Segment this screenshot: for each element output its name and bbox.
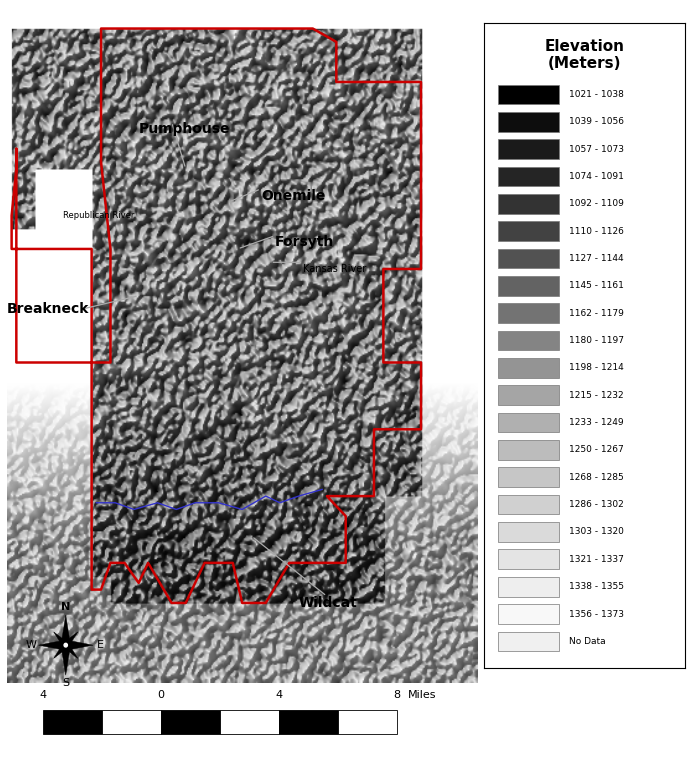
Text: 1021 - 1038: 1021 - 1038 xyxy=(569,90,623,99)
Text: 1198 - 1214: 1198 - 1214 xyxy=(569,364,623,373)
Bar xyxy=(498,112,558,132)
Text: Breakneck: Breakneck xyxy=(7,302,89,316)
Bar xyxy=(161,710,220,735)
Polygon shape xyxy=(64,631,78,647)
Text: E: E xyxy=(97,640,104,650)
Text: W: W xyxy=(26,640,37,650)
Text: 1321 - 1337: 1321 - 1337 xyxy=(569,555,623,564)
Bar xyxy=(498,577,558,597)
Text: Pumphouse: Pumphouse xyxy=(138,121,230,136)
Bar xyxy=(498,304,558,323)
Circle shape xyxy=(64,644,67,647)
Bar xyxy=(498,468,558,487)
Text: 1268 - 1285: 1268 - 1285 xyxy=(569,473,623,482)
Bar xyxy=(498,222,558,241)
Bar xyxy=(43,710,102,735)
Bar xyxy=(498,413,558,433)
Polygon shape xyxy=(53,631,68,647)
Text: 1250 - 1267: 1250 - 1267 xyxy=(569,446,623,455)
Text: 0: 0 xyxy=(158,690,165,700)
Text: 1180 - 1197: 1180 - 1197 xyxy=(569,336,623,345)
Bar xyxy=(498,550,558,569)
Text: 1039 - 1056: 1039 - 1056 xyxy=(569,118,623,126)
Bar xyxy=(498,85,558,104)
Text: No Data: No Data xyxy=(569,637,606,646)
Text: 1338 - 1355: 1338 - 1355 xyxy=(569,582,623,591)
Text: 1145 - 1161: 1145 - 1161 xyxy=(569,282,623,291)
Text: 1303 - 1320: 1303 - 1320 xyxy=(569,528,623,537)
Text: Miles: Miles xyxy=(408,690,437,700)
Text: Wildcat: Wildcat xyxy=(299,596,357,610)
Text: 1110 - 1126: 1110 - 1126 xyxy=(569,227,623,236)
Bar xyxy=(498,194,558,214)
Text: 1092 - 1109: 1092 - 1109 xyxy=(569,200,623,209)
Bar xyxy=(279,710,338,735)
Text: Onemile: Onemile xyxy=(261,188,325,203)
Bar xyxy=(338,710,397,735)
Text: 8: 8 xyxy=(394,690,401,700)
Text: 1127 - 1144: 1127 - 1144 xyxy=(569,254,623,263)
Bar xyxy=(498,386,558,405)
Text: 1162 - 1179: 1162 - 1179 xyxy=(569,309,623,318)
Bar xyxy=(498,249,558,269)
Bar xyxy=(498,331,558,351)
Polygon shape xyxy=(53,643,68,659)
Bar xyxy=(498,167,558,187)
Bar xyxy=(498,276,558,296)
Text: 1074 - 1091: 1074 - 1091 xyxy=(569,172,623,181)
Text: Republican River: Republican River xyxy=(64,211,135,220)
Text: 4: 4 xyxy=(39,690,46,700)
Bar xyxy=(102,710,161,735)
Text: Kansas River: Kansas River xyxy=(303,264,367,274)
Text: 1057 - 1073: 1057 - 1073 xyxy=(569,145,623,153)
Bar xyxy=(498,358,558,378)
Bar xyxy=(220,710,279,735)
Text: N: N xyxy=(61,603,71,613)
Polygon shape xyxy=(66,640,93,650)
Text: 1286 - 1302: 1286 - 1302 xyxy=(569,500,623,509)
Text: 1356 - 1373: 1356 - 1373 xyxy=(569,609,623,619)
Bar xyxy=(498,495,558,515)
Text: 1215 - 1232: 1215 - 1232 xyxy=(569,391,623,400)
Polygon shape xyxy=(64,643,78,659)
Text: Elevation
(Meters): Elevation (Meters) xyxy=(545,39,625,71)
Polygon shape xyxy=(61,645,71,676)
Bar xyxy=(498,631,558,651)
Text: Forsyth: Forsyth xyxy=(275,235,334,249)
Text: 1233 - 1249: 1233 - 1249 xyxy=(569,418,623,427)
Polygon shape xyxy=(61,615,71,645)
Bar xyxy=(498,604,558,624)
Polygon shape xyxy=(38,640,66,650)
Bar xyxy=(498,440,558,460)
Bar xyxy=(498,522,558,542)
Text: 4: 4 xyxy=(275,690,282,700)
Circle shape xyxy=(62,641,69,649)
Bar xyxy=(498,140,558,159)
Text: S: S xyxy=(62,678,69,688)
